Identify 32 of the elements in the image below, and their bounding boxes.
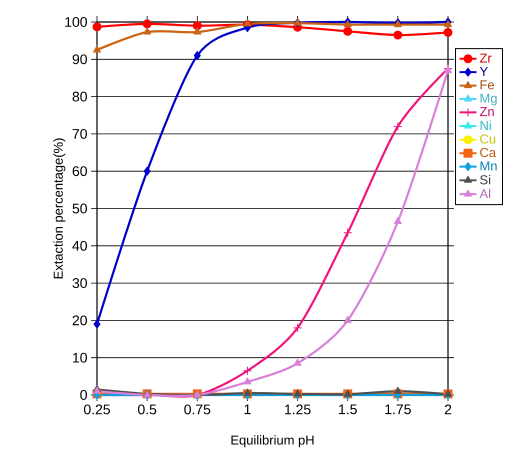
x-axis-title: Equilibrium pH <box>231 435 314 448</box>
y-tick-label: 60 <box>72 166 87 176</box>
y-tick-label: 50 <box>72 204 87 214</box>
x-tick-label: 1.25 <box>285 404 311 414</box>
legend-label: Mg <box>480 94 497 106</box>
y-tick-label: 70 <box>72 128 87 139</box>
legend-label: Cu <box>480 134 496 144</box>
legend-label: Mn <box>480 161 497 170</box>
y-tick-label: 10 <box>73 352 87 363</box>
legend-label: Ca <box>480 148 496 158</box>
x-tick-label: 2 <box>444 404 452 414</box>
legend-label: Zn <box>480 107 494 116</box>
x-tick-label: 0.75 <box>184 404 210 414</box>
x-tick-label: 1.75 <box>385 404 411 414</box>
y-tick-label: 20 <box>72 315 87 326</box>
legend-label: Zr <box>480 54 492 62</box>
y-tick-label: 0 <box>80 390 87 400</box>
legend-label: Y <box>480 66 488 76</box>
y-tick-label: 30 <box>72 278 87 288</box>
legend-label: Si <box>480 174 490 184</box>
x-tick-label: 0.25 <box>84 404 110 414</box>
legend-label: Ni <box>480 120 491 130</box>
legend-label: Al <box>480 188 490 198</box>
x-tick-label: 1.5 <box>339 404 357 414</box>
y-axis-title: Extaction percentage(%) <box>53 138 66 278</box>
x-tick-label: 0.5 <box>138 404 156 414</box>
y-tick-label: 80 <box>72 92 87 102</box>
y-tick-label: 40 <box>72 240 87 251</box>
y-tick-label: 90 <box>72 54 87 64</box>
y-tick-label: 100 <box>65 17 87 27</box>
x-tick-label: 1 <box>244 404 251 414</box>
legend-label: Fe <box>480 80 494 90</box>
